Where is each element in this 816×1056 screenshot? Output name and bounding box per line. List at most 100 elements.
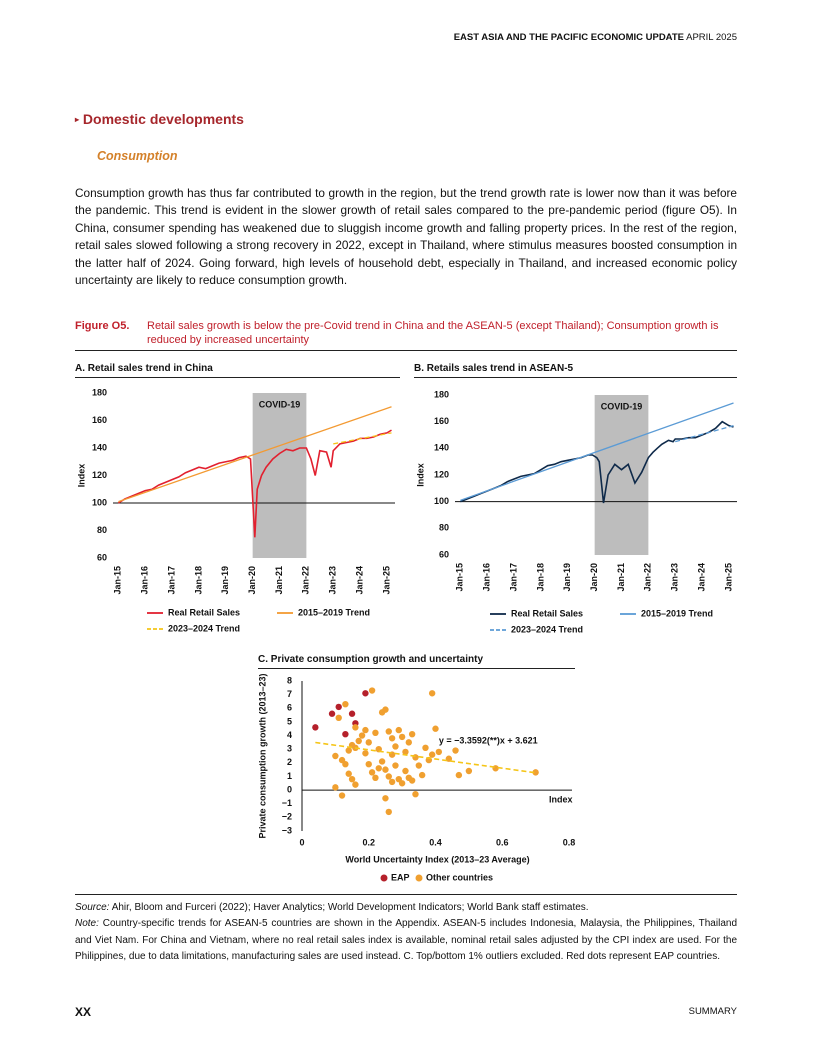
page-number: XX — [75, 1005, 92, 1019]
scatter-point — [455, 771, 463, 779]
y-tick-label: 100 — [92, 497, 107, 507]
scatter-point — [382, 706, 389, 713]
series-line — [118, 406, 392, 503]
shade-label: COVID-19 — [259, 399, 301, 409]
legend-label: Other countries — [426, 872, 493, 882]
scatter-point — [368, 687, 376, 694]
y-tick-label: 1 — [287, 771, 292, 781]
legend-label: EAP — [391, 872, 410, 882]
y-tick-label: 3 — [287, 744, 292, 754]
x-tick-label: Jan-18 — [193, 566, 203, 595]
scatter-point — [398, 780, 406, 787]
panel-title: C. Private consumption growth and uncert… — [258, 654, 575, 669]
scatter-point — [385, 773, 392, 780]
y-tick-label: 6 — [287, 703, 292, 713]
figure-rule — [75, 350, 737, 351]
scatter-point — [428, 690, 436, 697]
scatter-point — [348, 710, 356, 717]
x-tick-label: Jan-17 — [508, 563, 518, 592]
y-tick-label: 2 — [287, 757, 292, 767]
scatter-point — [372, 774, 379, 782]
scatter-point — [388, 735, 396, 742]
trend-line — [315, 741, 536, 774]
scatter-point — [365, 739, 372, 746]
scatter-point — [412, 754, 419, 761]
scatter-point — [418, 771, 426, 779]
scatter-point — [402, 767, 409, 775]
legend-label: 2015–2019 Trend — [298, 607, 370, 617]
scatter-point — [342, 700, 349, 708]
source-text: Ahir, Bloom and Furceri (2022); Haver An… — [111, 902, 589, 913]
scatter-point — [382, 795, 389, 802]
y-tick-label: −2 — [282, 812, 292, 822]
y-tick-label: 60 — [439, 549, 449, 559]
scatter-point — [385, 728, 392, 735]
scatter-point — [378, 758, 386, 765]
section-heading: ▸ Domestic developments — [75, 111, 244, 127]
legend-label: 2015–2019 Trend — [641, 608, 713, 618]
x-tick-label: Jan-25 — [723, 563, 733, 592]
x-tick-label: Jan-23 — [328, 566, 338, 595]
y-tick-label: 4 — [287, 730, 292, 740]
y-tick-label: 100 — [434, 496, 449, 506]
legend-swatch — [415, 874, 423, 882]
scatter-point — [345, 770, 352, 777]
scatter-point — [332, 752, 339, 760]
scatter-point — [422, 744, 429, 752]
y-tick-label: 180 — [92, 387, 107, 397]
scatter-point — [355, 737, 362, 745]
running-header: EAST ASIA AND THE PACIFIC ECONOMIC UPDAT… — [454, 32, 737, 43]
x-tick-label: Jan-21 — [616, 563, 626, 592]
y-axis-label: Index — [76, 464, 86, 488]
scatter-point — [348, 775, 356, 783]
note-text: Country-specific trends for ASEAN-5 coun… — [75, 918, 738, 962]
scatter-point — [392, 743, 399, 750]
x-tick-label: Jan-22 — [301, 566, 311, 595]
y-tick-label: 140 — [434, 443, 449, 453]
scatter-point — [335, 714, 342, 722]
x-tick-label: 0.2 — [362, 837, 375, 847]
y-tick-label: −3 — [282, 825, 292, 835]
scatter-point — [402, 748, 409, 756]
legend-label: 2023–2024 Trend — [511, 624, 583, 634]
x-tick-label: Jan-25 — [381, 566, 391, 595]
header-edition: APRIL 2025 — [686, 32, 737, 43]
footer-section: SUMMARY — [688, 1006, 737, 1017]
scatter-point — [385, 808, 392, 816]
x-tick-label: Jan-24 — [354, 566, 364, 595]
scatter-point — [432, 725, 439, 732]
x-tick-label: Jan-16 — [140, 566, 150, 595]
scatter-point — [398, 733, 406, 741]
scatter-point — [335, 703, 342, 711]
x-tick-label: Jan-20 — [589, 563, 599, 592]
scatter-point — [382, 766, 389, 773]
y-tick-label: −1 — [282, 798, 292, 808]
legend-swatch — [380, 874, 388, 882]
scatter-point — [352, 724, 359, 731]
scatter-point — [405, 739, 412, 746]
scatter-point — [408, 730, 416, 738]
legend-label: Real Retail Sales — [511, 608, 583, 618]
y-tick-label: 160 — [92, 415, 107, 425]
note: Note: Country-specific trends for ASEAN-… — [75, 916, 737, 966]
scatter-point — [368, 769, 376, 776]
series-line — [675, 425, 734, 443]
y-tick-label: 5 — [287, 716, 292, 726]
x-tick-label: 0.6 — [496, 837, 509, 847]
scatter-point — [408, 777, 416, 784]
scatter-point — [412, 790, 419, 798]
x-tick-label: Jan-19 — [220, 566, 230, 595]
note-label: Note: — [75, 918, 99, 929]
x-tick-label: 0.4 — [429, 837, 442, 847]
scatter-point — [342, 730, 349, 738]
y-tick-label: 80 — [439, 523, 449, 533]
x-tick-label: Jan-21 — [274, 566, 284, 595]
scatter-point — [375, 765, 382, 772]
scatter-point — [362, 690, 369, 697]
scatter-point — [392, 762, 399, 769]
trend-equation: y = −3.3592(**)x + 3.621 — [439, 735, 538, 745]
scatter-point — [365, 760, 372, 768]
figure-caption: Retail sales growth is below the pre-Cov… — [147, 320, 719, 346]
shade-label: COVID-19 — [601, 401, 643, 411]
